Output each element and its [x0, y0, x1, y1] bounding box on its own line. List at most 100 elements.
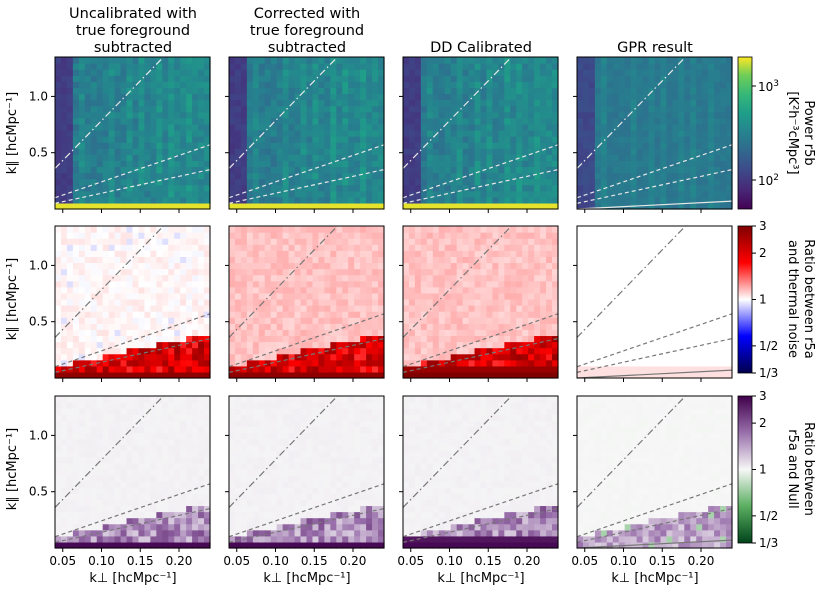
- heatmap-cell: [504, 305, 511, 312]
- heatmap-cell: [204, 190, 211, 198]
- heatmap-cell: [60, 99, 68, 107]
- heatmap-cell: [294, 280, 302, 288]
- heatmap-cell: [690, 184, 697, 192]
- heatmap-cell: [516, 311, 523, 318]
- heatmap-cell: [588, 63, 596, 70]
- heatmap-cell: [354, 262, 361, 270]
- heatmap-cell: [403, 359, 410, 367]
- heatmap-cell: [240, 69, 248, 76]
- heatmap-cell: [60, 268, 68, 276]
- heatmap-cell: [156, 178, 163, 186]
- heatmap-cell: [174, 353, 181, 361]
- heatmap-cell: [432, 111, 440, 119]
- heatmap-cell: [354, 105, 361, 113]
- heatmap-cell: [354, 341, 361, 349]
- heatmap-cell: [156, 268, 163, 276]
- heatmap-cell: [120, 57, 128, 64]
- heatmap-cell: [84, 111, 92, 119]
- heatmap-cell: [630, 111, 638, 119]
- heatmap-cell: [276, 202, 284, 210]
- heatmap-cell: [150, 154, 157, 161]
- heatmap-cell: [132, 341, 140, 349]
- heatmap-cell: [438, 238, 446, 245]
- heatmap-cell: [342, 63, 349, 70]
- heatmap-cell: [504, 250, 511, 257]
- reference-line-dashed: [228, 144, 385, 199]
- heatmap-cell: [630, 148, 638, 155]
- heatmap-cell: [577, 81, 584, 88]
- heatmap-cell: [366, 190, 373, 198]
- heatmap-cell: [510, 93, 517, 101]
- heatmap-cell: [678, 81, 685, 88]
- heatmap-cell: [588, 341, 596, 349]
- heatmap-cell: [282, 226, 290, 233]
- heatmap-cell: [420, 365, 428, 373]
- heatmap-cell: [546, 148, 553, 155]
- heatmap-cell: [582, 323, 590, 330]
- heatmap-cell: [55, 226, 62, 233]
- heatmap-cell: [120, 196, 128, 204]
- heatmap-cell: [450, 160, 458, 168]
- heatmap-cell: [372, 154, 379, 161]
- heatmap-cell: [414, 69, 422, 76]
- heatmap-cell: [468, 142, 476, 149]
- heatmap-cell: [114, 142, 122, 149]
- heatmap-cell: [426, 160, 434, 168]
- heatmap-cell: [498, 172, 505, 180]
- heatmap-cell: [180, 160, 187, 168]
- heatmap-cell: [516, 256, 523, 264]
- heatmap-cell: [348, 323, 355, 330]
- heatmap-cell: [204, 329, 211, 337]
- heatmap-cell: [678, 178, 685, 186]
- heatmap-cell: [408, 178, 416, 186]
- heatmap-cell: [720, 190, 727, 198]
- heatmap-cell: [666, 166, 673, 174]
- heatmap-cell: [162, 111, 169, 119]
- heatmap-cell: [246, 335, 254, 343]
- heatmap-cell: [450, 371, 458, 379]
- heatmap-cell: [378, 75, 385, 82]
- heatmap-cell: [229, 196, 236, 204]
- heatmap-cell: [540, 184, 547, 192]
- heatmap-cell: [294, 69, 302, 76]
- heatmap-cell: [618, 93, 626, 101]
- heatmap-cell: [642, 311, 650, 318]
- heatmap-cell: [612, 274, 620, 282]
- heatmap-cell: [342, 353, 349, 361]
- heatmap-cell: [318, 347, 325, 355]
- heatmap-cell: [444, 268, 452, 276]
- heatmap-cell: [84, 280, 92, 288]
- heatmap-cell: [72, 371, 80, 379]
- heatmap-cell: [618, 87, 626, 95]
- heatmap-cell: [648, 148, 656, 155]
- heatmap-cell: [504, 196, 511, 204]
- heatmap-cell: [462, 280, 470, 288]
- heatmap-cell: [492, 63, 499, 70]
- heatmap-cell: [108, 148, 116, 155]
- heatmap-cell: [474, 274, 482, 282]
- heatmap-cell: [132, 75, 140, 82]
- heatmap-cell: [366, 292, 373, 300]
- heatmap-cell: [403, 136, 410, 143]
- heatmap-cell: [186, 238, 193, 245]
- heatmap-cell: [108, 105, 116, 113]
- heatmap-cell: [288, 202, 296, 210]
- heatmap-cell: [498, 105, 505, 113]
- heatmap-cell: [582, 341, 590, 349]
- heatmap-cell: [546, 123, 553, 131]
- heatmap-cell: [577, 238, 584, 245]
- heatmap-cell: [582, 172, 590, 180]
- heatmap-cell: [72, 244, 80, 251]
- heatmap-cell: [403, 371, 410, 379]
- heatmap-cell: [150, 166, 157, 174]
- heatmap-cell: [630, 268, 638, 276]
- heatmap-cell: [156, 69, 163, 76]
- heatmap-cell: [660, 202, 668, 210]
- heatmap-cell: [342, 311, 349, 318]
- heatmap-cell: [648, 81, 656, 88]
- heatmap-cell: [690, 123, 697, 131]
- heatmap-cell: [420, 105, 428, 113]
- heatmap-cell: [642, 244, 650, 251]
- heatmap-cell: [60, 292, 68, 300]
- heatmap-cell: [360, 311, 367, 318]
